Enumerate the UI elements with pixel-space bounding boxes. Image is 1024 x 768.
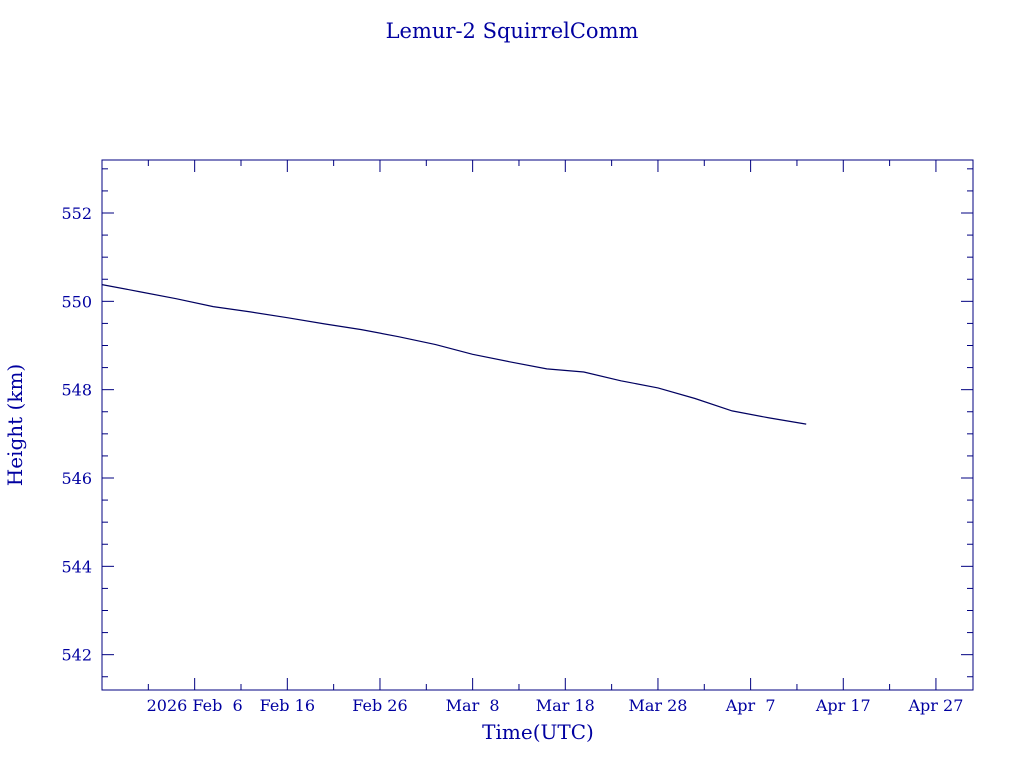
x-tick-label: Mar 8 bbox=[446, 696, 500, 715]
chart-title: Lemur-2 SquirrelComm bbox=[386, 19, 639, 43]
y-ticks: 542 544 546 548 550 552 bbox=[61, 168, 973, 678]
x-tick-label: 2026 Feb 6 bbox=[147, 696, 243, 715]
y-tick-label: 548 bbox=[61, 381, 92, 400]
y-tick-label: 552 bbox=[61, 204, 92, 223]
x-tick-label: Apr 17 bbox=[815, 696, 871, 715]
y-tick-label: 550 bbox=[61, 292, 92, 311]
x-tick-label: Mar 28 bbox=[628, 696, 687, 715]
x-axis-title: Time(UTC) bbox=[482, 720, 594, 744]
x-tick-label: Feb 26 bbox=[352, 696, 407, 715]
x-ticks: 2026 Feb 6 Feb 16 Feb 26 Mar 8 Mar 18 Mar 28 A… bbox=[147, 160, 963, 715]
series-line bbox=[101, 284, 807, 425]
y-tick-label: 544 bbox=[61, 557, 92, 576]
x-tick-label: Apr 7 bbox=[725, 696, 776, 715]
x-tick-label: Feb 16 bbox=[260, 696, 315, 715]
plot-frame bbox=[101, 159, 974, 691]
x-tick-label: Apr 27 bbox=[907, 696, 963, 715]
x-tick-label: Mar 18 bbox=[536, 696, 595, 715]
y-tick-label: 546 bbox=[61, 469, 92, 488]
y-tick-label: 542 bbox=[61, 646, 92, 665]
y-axis-title: Height (km) bbox=[3, 364, 27, 486]
series-layer bbox=[101, 284, 807, 425]
